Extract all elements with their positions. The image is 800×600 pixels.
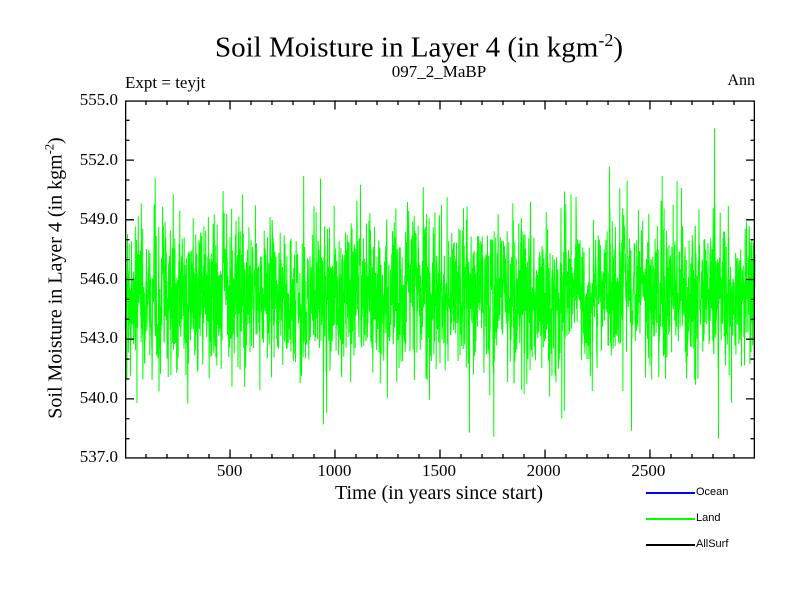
legend-item-ocean: Ocean: [646, 486, 728, 499]
legend-label: AllSurf: [696, 538, 729, 550]
x-tick-label: 500: [216, 461, 243, 480]
y-tick-label: 543.0: [79, 328, 118, 347]
legend-line-land: [646, 517, 695, 520]
y-tick-label: 555.0: [79, 90, 118, 109]
series-land-line: [124, 128, 756, 439]
experiment-label: Expt = teyjt: [125, 73, 206, 92]
y-tick-label: 537.0: [79, 447, 118, 466]
legend-label: Ocean: [696, 486, 729, 498]
chart-title-text: Soil Moisture in Layer 4 (in kgm: [214, 31, 599, 64]
legend-item-land: Land: [646, 512, 728, 525]
axis-ticks: [125, 100, 756, 459]
plot-area: [124, 100, 756, 459]
chart-title-superscript: -2: [598, 30, 614, 50]
legend-item-allsurf: AllSurf: [646, 538, 728, 551]
x-axis-title: Time (in years since start): [334, 482, 544, 504]
y-axis-title-close: ): [44, 137, 67, 144]
legend-line-ocean: [646, 491, 695, 494]
plot-frame: [124, 100, 756, 459]
x-tick-label: 2500: [631, 461, 666, 480]
averaging-period-label: Ann: [727, 72, 755, 89]
y-tick-label: 540.0: [79, 387, 118, 407]
y-tick-label: 549.0: [79, 209, 118, 228]
legend-line-allsurf: [646, 543, 695, 546]
chart-subtitle: 097_2_MaBP: [391, 62, 487, 81]
y-tick-label: 552.0: [79, 149, 118, 169]
chart-title-close: ): [613, 31, 624, 64]
y-tick-label: 546.0: [79, 268, 118, 288]
legend-label: Land: [696, 512, 721, 524]
legend: Ocean Land AllSurf: [646, 486, 728, 551]
x-tick-label: 1500: [422, 461, 456, 480]
chart-title: Soil Moisture in Layer 4 (in kgm-2): [105, 30, 733, 65]
x-tick-label: 2000: [526, 461, 561, 480]
x-tick-label: 1000: [317, 461, 352, 480]
